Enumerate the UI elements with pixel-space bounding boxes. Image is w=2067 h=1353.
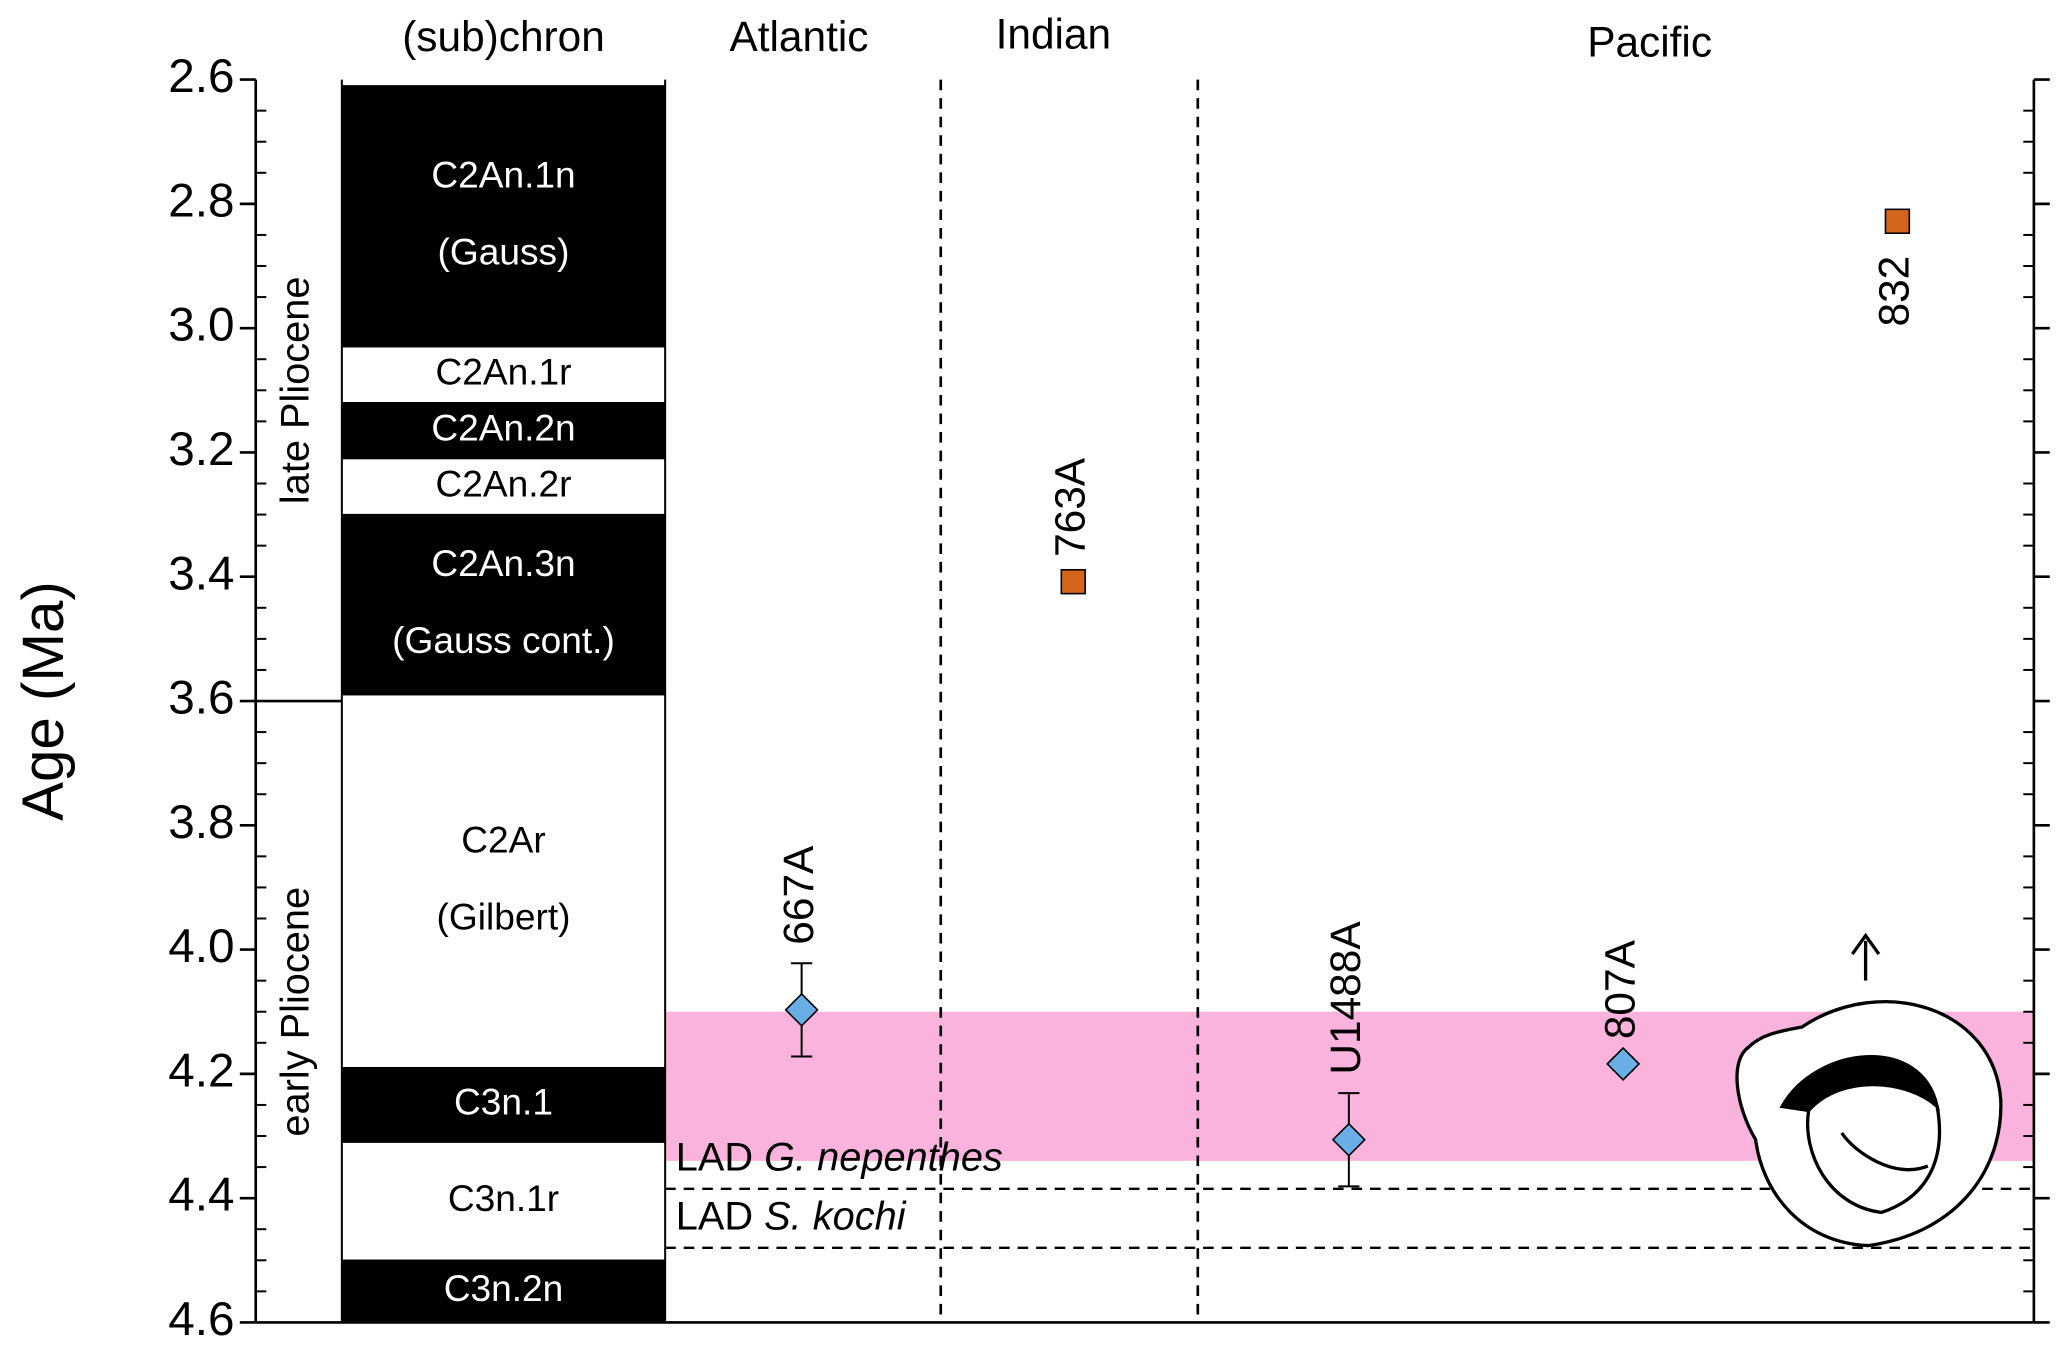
- chron-block: [341, 513, 666, 696]
- y-axis-label: Age (Ma): [11, 581, 76, 821]
- epoch-label: late Pliocene: [274, 276, 318, 504]
- column-header: (sub)chron: [402, 13, 605, 60]
- inner-chamber: [1806, 1106, 1942, 1215]
- chron-block: [341, 85, 666, 348]
- point-square: [1884, 208, 1911, 234]
- site-label: 807A: [1596, 939, 1643, 1039]
- chron-label: C2An.1r: [435, 351, 571, 393]
- datum-prefix: LAD: [676, 1194, 753, 1238]
- chron-label: C3n.2n: [444, 1267, 564, 1309]
- epoch-label: early Pliocene: [274, 887, 318, 1137]
- y-tick-label: 4.2: [168, 1044, 234, 1097]
- point-diamond: [1606, 1046, 1641, 1081]
- chron-label: C2An.2r: [435, 462, 571, 504]
- suture: [1840, 1132, 1929, 1172]
- y-tick-label: 3.6: [168, 672, 234, 725]
- arrow-head: [1851, 932, 1881, 956]
- aperture: [1779, 1055, 1940, 1113]
- chron-label: C3n.1: [454, 1081, 553, 1123]
- chron-label: C3n.1r: [448, 1177, 559, 1219]
- test-outline: [1735, 1000, 2003, 1248]
- site-label: 832: [1871, 256, 1918, 327]
- y-tick-label: 4.4: [168, 1169, 234, 1222]
- column-header: Indian: [996, 10, 1111, 57]
- foraminifera-illustration: [1735, 932, 2003, 1248]
- chron-block: [341, 1259, 666, 1324]
- column-header: Atlantic: [729, 13, 868, 60]
- chron-label: C2Ar: [461, 819, 546, 861]
- chron-label: C2An.2n: [431, 406, 575, 448]
- chron-label: (Gilbert): [437, 895, 571, 937]
- datum-label: LAD S. kochi: [676, 1194, 907, 1238]
- y-tick-label: 3.2: [168, 423, 234, 476]
- point-diamond: [1331, 1122, 1366, 1157]
- site-label: U1488A: [1322, 921, 1369, 1075]
- chron-block: [341, 346, 666, 404]
- column-header: Pacific: [1587, 18, 1712, 65]
- y-tick-label: 2.6: [168, 50, 234, 103]
- point-square: [1060, 568, 1086, 595]
- y-tick-label: 3.0: [168, 299, 234, 352]
- chron-label: C2An.1n: [431, 154, 575, 196]
- y-tick-label: 3.4: [168, 547, 234, 600]
- datum-prefix: LAD: [676, 1135, 753, 1179]
- y-tick-label: 2.8: [168, 174, 234, 227]
- datum-label: LAD G. nepenthes: [676, 1135, 1003, 1179]
- datum-taxon: G. nepenthes: [764, 1135, 1003, 1179]
- chron-block: [341, 402, 666, 460]
- y-tick-label: 4.0: [168, 920, 234, 973]
- site-label: 667A: [775, 845, 822, 945]
- y-tick-label: 3.8: [168, 796, 234, 849]
- y-tick-label: 4.6: [168, 1293, 234, 1346]
- chron-block: [341, 457, 666, 516]
- point-diamond: [784, 992, 819, 1027]
- datum-taxon: S. kochi: [764, 1194, 907, 1238]
- chron-block: [341, 694, 666, 1069]
- chron-label: (Gauss cont.): [392, 619, 615, 661]
- site-label: 763A: [1046, 457, 1093, 557]
- chron-label: C2An.3n: [431, 542, 575, 584]
- chron-label: (Gauss): [438, 231, 570, 273]
